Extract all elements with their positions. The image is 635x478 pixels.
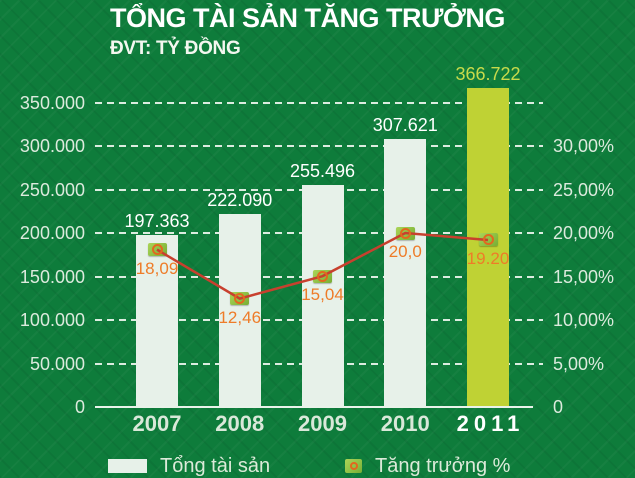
gridline <box>95 101 543 104</box>
right-axis-tick: 0 <box>553 397 564 417</box>
left-axis-tick: 350.000 <box>19 92 85 113</box>
right-axis-tick: 10,00% <box>553 310 615 330</box>
left-axis-tick: 250.000 <box>19 179 85 200</box>
growth-value-label: 15,04 <box>301 285 344 305</box>
left-axis-tick: 200.000 <box>19 223 85 243</box>
growth-value-label: 20,0 <box>388 242 422 261</box>
growth-value-label: 12,46 <box>218 307 262 327</box>
x-axis-label-2009: 2009 <box>298 411 347 436</box>
x-axis-label-2011: 2011 <box>456 411 525 436</box>
left-axis-tick: 0 <box>74 397 85 417</box>
chart-title: TỔNG TÀI SẢN TĂNG TRƯỞNG <box>110 3 505 33</box>
left-axis-tick: 300.000 <box>19 136 85 156</box>
bar-value-label: 222.090 <box>207 189 273 210</box>
left-axis-tick: 150.000 <box>19 266 85 287</box>
bar-value-label: 307.621 <box>372 115 438 136</box>
growth-value-label: 19.20 <box>466 248 510 268</box>
x-axis-line <box>95 406 533 408</box>
legend-item-growth: Tăng trưởng % <box>345 453 510 478</box>
chart-unit-subtitle: ĐVT: TỶ ĐỒNG <box>110 38 241 59</box>
growth-value-label: 18,09 <box>135 258 179 278</box>
growth-marker-ring-icon <box>317 270 328 282</box>
x-axis-label-2007: 2007 <box>132 411 182 436</box>
growth-marker-ring-icon <box>399 227 411 239</box>
legend-line-label: Tăng trưởng % <box>375 455 511 477</box>
right-axis-tick: 15,00% <box>553 266 615 287</box>
right-axis-tick: 30,00% <box>553 136 615 156</box>
right-axis-tick: 5,00% <box>553 353 605 374</box>
gridline <box>95 145 543 147</box>
legend-bar-label: Tổng tài sản <box>160 455 271 477</box>
legend-marker-swatch <box>345 459 362 473</box>
bar-value-label: 255.496 <box>289 160 356 181</box>
x-axis-label-2008: 2008 <box>215 411 265 436</box>
x-axis-label-2010: 2010 <box>380 411 430 436</box>
left-axis-tick: 100.000 <box>19 310 85 330</box>
legend-item-total-assets: Tổng tài sản <box>108 453 270 478</box>
right-axis-tick: 20,00% <box>553 223 615 243</box>
right-axis-tick: 25,00% <box>553 179 615 200</box>
bar-value-label: 366.722 <box>455 63 521 84</box>
bar-2010 <box>384 139 427 406</box>
growth-marker-ring-icon <box>482 234 494 246</box>
growth-marker-ring-icon <box>151 244 163 256</box>
left-axis-tick: 50.000 <box>29 353 85 374</box>
legend-marker-ring-icon <box>350 462 358 470</box>
bar-value-label: 197.363 <box>124 211 190 232</box>
bar-2011 <box>467 87 509 406</box>
legend-bar-swatch <box>108 459 147 473</box>
